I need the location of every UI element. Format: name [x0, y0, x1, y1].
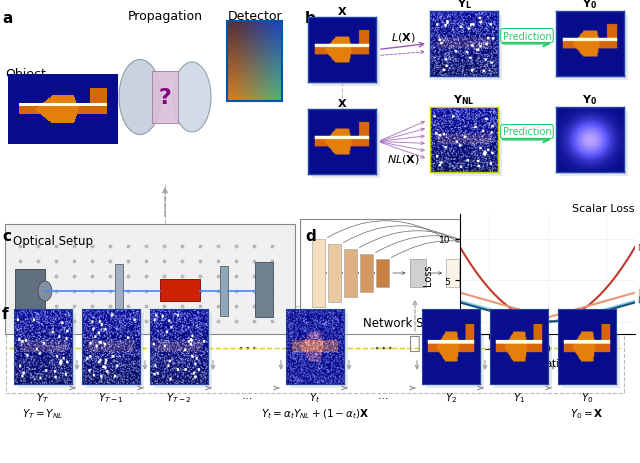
Bar — [152, 311, 210, 386]
Bar — [560, 311, 618, 386]
Bar — [220, 266, 228, 316]
Bar — [15, 269, 45, 314]
Text: $\mathbf{X}$: $\mathbf{X}$ — [337, 5, 347, 17]
Bar — [84, 311, 142, 386]
Text: c: c — [2, 229, 11, 244]
Text: $Y_1$: $Y_1$ — [513, 390, 525, 404]
Text: Network Structure: Network Structure — [364, 316, 472, 329]
Bar — [446, 259, 459, 288]
Bar — [160, 279, 200, 301]
Bar — [310, 112, 378, 176]
Text: $\mathbf{X}$: $\mathbf{X}$ — [337, 97, 347, 109]
Bar — [492, 311, 550, 386]
Bar — [5, 225, 295, 334]
Text: $Y_T = Y_{NL}$: $Y_T = Y_{NL}$ — [22, 406, 63, 420]
Text: e: e — [460, 229, 470, 244]
Text: f: f — [2, 307, 8, 321]
Text: $Y_{T-1}$: $Y_{T-1}$ — [98, 390, 124, 404]
Text: $\cdots$: $\cdots$ — [237, 337, 257, 356]
Text: MAE: MAE — [637, 288, 640, 298]
Bar — [434, 16, 502, 81]
Bar — [18, 313, 76, 388]
Text: Object: Object — [5, 68, 46, 81]
Bar — [344, 250, 357, 297]
Bar — [562, 313, 620, 388]
Bar — [462, 255, 475, 292]
Text: $Y_2$: $Y_2$ — [445, 390, 457, 404]
Bar — [255, 263, 273, 317]
Bar — [560, 112, 628, 176]
Text: MSE: MSE — [637, 243, 640, 252]
Bar — [494, 244, 507, 302]
Bar — [560, 16, 628, 81]
Bar — [6, 307, 624, 393]
Text: $\mathbf{Y_L}$: $\mathbf{Y_L}$ — [456, 0, 472, 11]
Bar — [154, 313, 212, 388]
Bar — [410, 259, 426, 288]
Text: d: d — [305, 229, 316, 244]
Text: Scalar Loss: Scalar Loss — [573, 204, 635, 214]
Bar — [300, 219, 535, 334]
Bar — [290, 313, 348, 388]
Bar — [510, 239, 523, 307]
Text: $Y_t$: $Y_t$ — [309, 390, 321, 404]
Bar — [288, 311, 346, 386]
Bar — [494, 313, 552, 388]
Text: Propagation: Propagation — [127, 10, 202, 23]
Text: $Y_t = \alpha_t Y_{NL} + (1-\alpha_t)\mathbf{X}$: $Y_t = \alpha_t Y_{NL} + (1-\alpha_t)\ma… — [261, 406, 369, 419]
Ellipse shape — [119, 60, 161, 135]
X-axis label: Deviation: Deviation — [524, 358, 571, 369]
Text: Prediction: Prediction — [502, 127, 551, 137]
Bar — [558, 110, 626, 175]
Text: b: b — [305, 11, 316, 26]
Bar — [558, 14, 626, 79]
Text: Optical Setup: Optical Setup — [13, 234, 93, 247]
Text: a: a — [2, 11, 12, 26]
Bar — [424, 311, 482, 386]
Text: $\mathbf{Y_{NL}}$: $\mathbf{Y_{NL}}$ — [453, 93, 475, 107]
Bar — [328, 244, 341, 302]
Bar — [115, 264, 123, 319]
Bar — [360, 255, 373, 292]
Text: $Y_{T-2}$: $Y_{T-2}$ — [166, 390, 192, 404]
Text: Detector: Detector — [228, 10, 282, 23]
Text: $L(\mathbf{X})$: $L(\mathbf{X})$ — [391, 31, 415, 44]
Text: ?: ? — [159, 88, 172, 108]
Text: Prediction: Prediction — [502, 31, 551, 41]
Bar — [152, 72, 178, 124]
Bar — [432, 14, 500, 79]
Text: $Y_0 = \mathbf{X}$: $Y_0 = \mathbf{X}$ — [570, 406, 604, 420]
Bar — [312, 239, 325, 307]
Bar — [478, 250, 491, 297]
Text: $Y_0$: $Y_0$ — [580, 390, 593, 404]
Text: $\cdots$: $\cdots$ — [373, 337, 392, 356]
Ellipse shape — [38, 282, 52, 301]
Text: $Y_T$: $Y_T$ — [36, 390, 50, 404]
Bar — [86, 313, 144, 388]
Text: ⛓: ⛓ — [409, 333, 421, 352]
Bar — [312, 22, 380, 87]
Text: $\ldots$: $\ldots$ — [378, 390, 388, 400]
Ellipse shape — [173, 63, 211, 133]
Bar — [432, 110, 500, 175]
Bar — [434, 112, 502, 176]
Bar — [16, 311, 74, 386]
Bar — [312, 114, 380, 179]
Bar — [376, 259, 389, 288]
Bar — [426, 313, 484, 388]
Text: $\mathbf{Y_0}$: $\mathbf{Y_0}$ — [582, 0, 598, 11]
Text: $NL(\mathbf{X})$: $NL(\mathbf{X})$ — [387, 153, 419, 166]
Text: $\ldots$: $\ldots$ — [241, 390, 253, 400]
Text: Log-cosh: Log-cosh — [637, 296, 640, 305]
Text: $\mathbf{Y_0}$: $\mathbf{Y_0}$ — [582, 93, 598, 107]
Y-axis label: Loss: Loss — [423, 264, 433, 285]
Bar — [310, 20, 378, 85]
Text: Huber: Huber — [637, 297, 640, 306]
